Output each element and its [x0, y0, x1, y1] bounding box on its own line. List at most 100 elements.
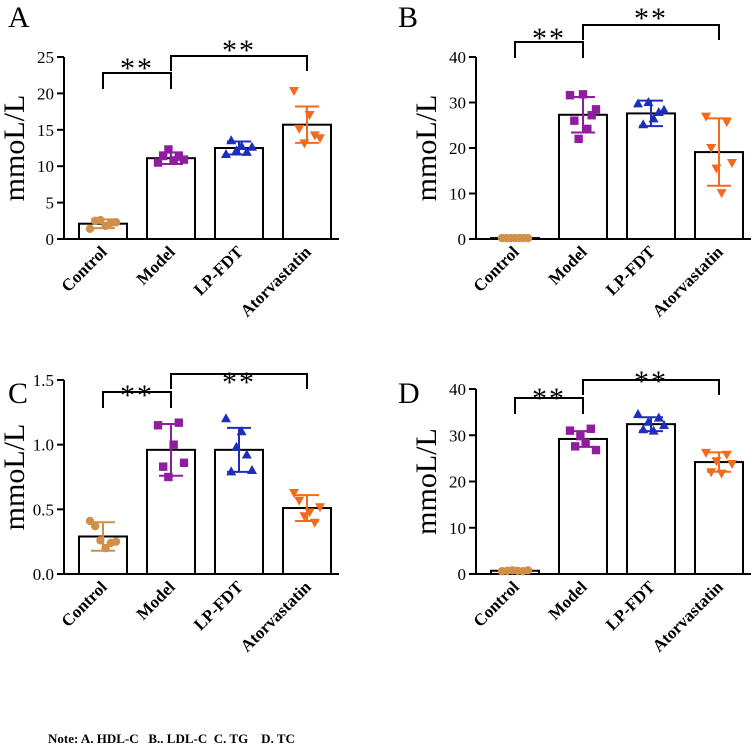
- significance-bracket: [582, 379, 720, 395]
- x-category-label: Model: [133, 242, 179, 288]
- panel-letter: B: [398, 1, 418, 34]
- data-point: [169, 156, 178, 165]
- data-point: [153, 158, 163, 167]
- data-point: [565, 91, 575, 100]
- significance-label: **: [532, 22, 566, 55]
- significance-bracket: [102, 72, 172, 89]
- significance-label: **: [634, 2, 668, 35]
- data-point: [111, 537, 121, 546]
- y-tick-label: 40: [449, 380, 466, 399]
- data-point: [716, 469, 727, 479]
- data-point: [289, 489, 299, 499]
- y-axis-label: mmoL/L: [0, 424, 31, 531]
- y-axis-label: mmoL/L: [0, 95, 31, 202]
- x-category-label: LP-FDT: [602, 577, 659, 634]
- data-point: [565, 426, 575, 435]
- x-category-label: Atorvastatin: [649, 242, 728, 321]
- bar-lp-fdt: [626, 112, 676, 240]
- significance-label: **: [222, 366, 256, 399]
- y-tick-label: 30: [449, 94, 466, 113]
- significance-label: **: [532, 382, 566, 415]
- data-point: [85, 516, 95, 526]
- y-axis-label: mmoL/L: [410, 95, 443, 202]
- significance-label: **: [222, 34, 256, 67]
- x-category-label: Control: [470, 577, 523, 630]
- data-point: [659, 104, 669, 114]
- data-point: [576, 431, 585, 441]
- x-category-label: LP-FDT: [602, 242, 659, 299]
- data-point: [226, 466, 237, 476]
- data-point: [174, 152, 183, 161]
- x-category-label: LP-FDT: [190, 577, 247, 634]
- data-point: [91, 521, 100, 531]
- data-point: [289, 86, 299, 96]
- significance-bracket: [582, 24, 720, 40]
- data-point: [174, 418, 183, 427]
- y-tick-label: 0.5: [33, 500, 54, 519]
- data-point: [586, 424, 595, 433]
- significance-bracket: [170, 55, 308, 71]
- data-point: [638, 119, 649, 129]
- data-point: [221, 149, 231, 159]
- significance-label: **: [634, 365, 668, 398]
- data-point: [711, 457, 722, 467]
- y-tick-label: 20: [449, 139, 466, 158]
- data-point: [294, 496, 305, 506]
- significance-bracket: [514, 41, 584, 58]
- data-point: [309, 518, 320, 528]
- y-tick-label: 25: [37, 48, 54, 67]
- x-category-label: Atorvastatin: [237, 577, 316, 656]
- data-point: [633, 98, 643, 108]
- data-point: [581, 438, 590, 447]
- significance-bracket: [102, 391, 172, 408]
- data-point: [701, 448, 711, 458]
- y-tick-label: 20: [449, 473, 466, 492]
- data-point: [721, 450, 732, 460]
- bar-lp-fdt: [626, 423, 676, 575]
- significance-bracket: [170, 373, 308, 389]
- data-point: [247, 465, 257, 475]
- data-point: [159, 151, 168, 161]
- data-point: [96, 536, 105, 545]
- data-point: [309, 131, 320, 141]
- data-point: [304, 111, 315, 121]
- bar-lp-fdt: [214, 147, 264, 240]
- data-point: [241, 449, 252, 459]
- data-point: [591, 105, 601, 114]
- data-point: [591, 445, 601, 455]
- data-point: [643, 97, 654, 106]
- data-point: [247, 141, 257, 151]
- x-category-label: Model: [545, 577, 591, 623]
- data-point: [294, 124, 305, 134]
- y-tick-label: 0: [46, 230, 55, 249]
- figure-note: Note: A. HDL-C B.. LDL-C C. TG D. TC: [48, 731, 295, 746]
- data-point: [721, 118, 732, 128]
- data-point: [236, 426, 247, 436]
- significance-bracket: [514, 397, 584, 414]
- data-point: [299, 139, 310, 149]
- y-tick-label: 1.5: [33, 371, 54, 390]
- data-point: [153, 421, 163, 430]
- data-point: [315, 134, 325, 144]
- data-point: [578, 90, 588, 99]
- data-point: [179, 458, 189, 467]
- data-point: [523, 233, 533, 243]
- data-point: [653, 107, 664, 117]
- x-category-label: Model: [133, 577, 179, 623]
- data-point: [96, 215, 105, 225]
- data-point: [659, 420, 669, 430]
- y-tick-label: 10: [449, 185, 466, 204]
- data-point: [304, 508, 315, 518]
- x-category-label: Atorvastatin: [237, 242, 316, 321]
- data-point: [701, 112, 711, 122]
- data-point: [633, 408, 643, 418]
- data-point: [648, 425, 659, 435]
- data-point: [159, 462, 168, 471]
- bar-atorvastatin: [694, 461, 744, 576]
- data-point: [727, 159, 737, 169]
- data-point: [706, 144, 717, 154]
- x-category-label: Control: [58, 577, 111, 630]
- data-point: [101, 543, 110, 553]
